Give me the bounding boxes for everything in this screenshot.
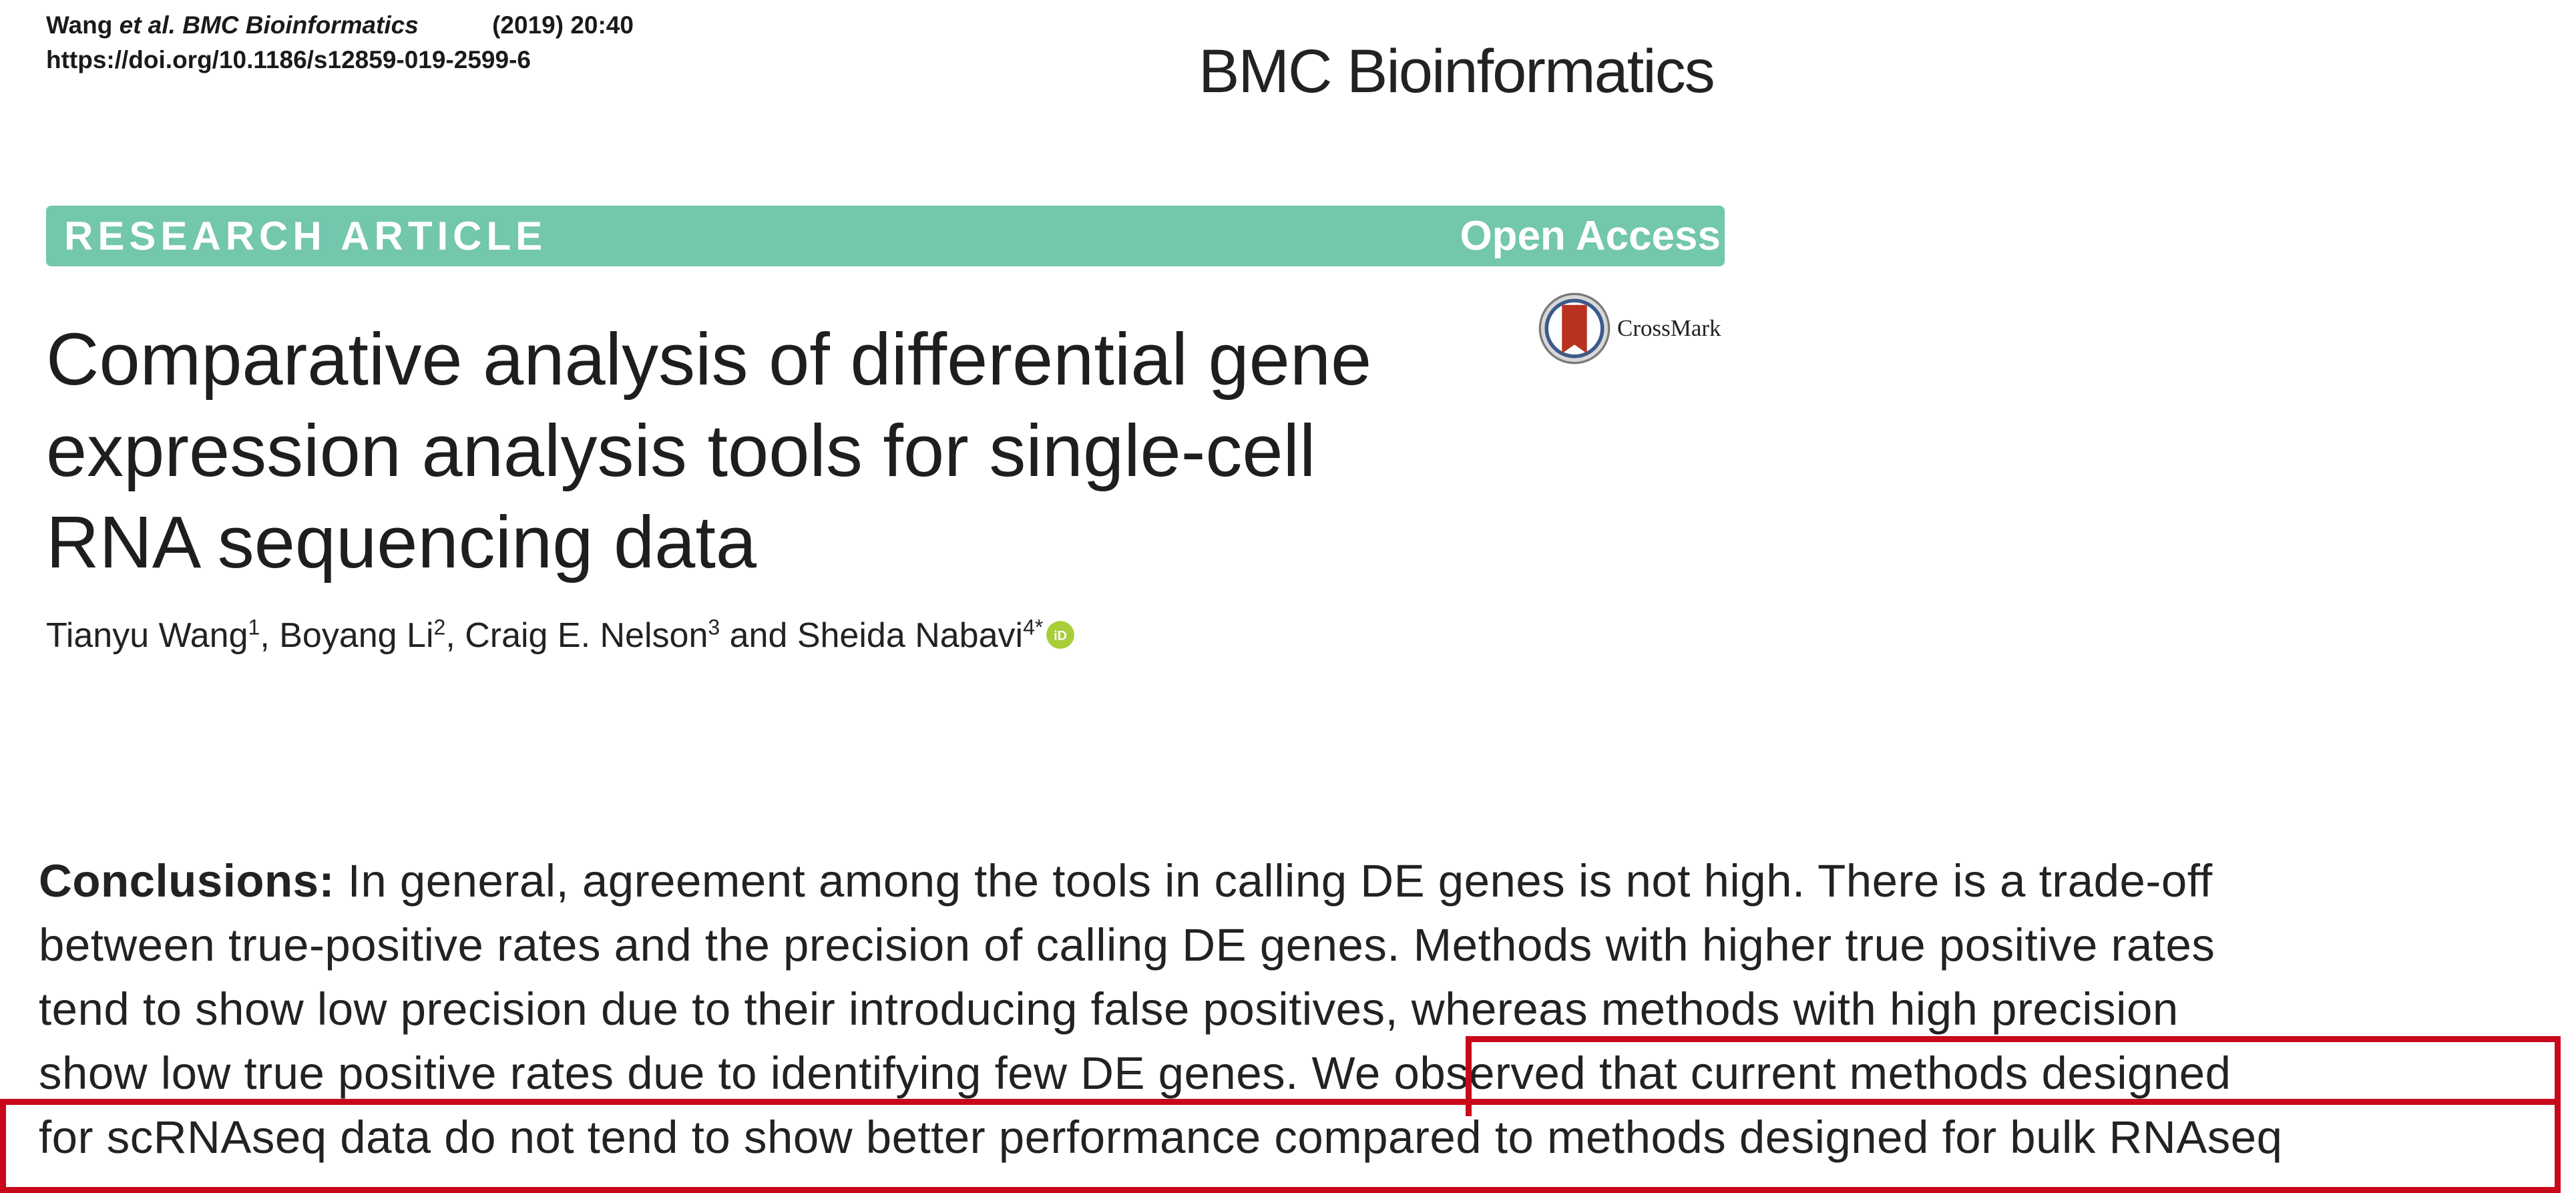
crossmark-icon[interactable] xyxy=(1538,292,1611,365)
open-access-label: Open Access xyxy=(1460,213,1721,259)
article-type-banner xyxy=(46,206,1725,266)
author-affiliation: 4* xyxy=(1023,615,1044,640)
author-name[interactable]: Sheida Nabavi xyxy=(797,616,1024,655)
journal-name: BMC Bioinformatics xyxy=(1199,37,1715,105)
author-name[interactable]: Tianyu Wang xyxy=(46,616,248,655)
author-affiliation: 1 xyxy=(248,615,260,640)
crossmark-label[interactable]: CrossMark xyxy=(1617,315,1721,341)
title-line: Comparative analysis of differential gen… xyxy=(46,318,1372,401)
abstract-line: tend to show low precision due to their … xyxy=(39,983,2179,1035)
highlighted-text-start: We observed that current methods designe… xyxy=(1298,1047,2231,1099)
author-name[interactable]: Craig E. Nelson xyxy=(465,616,708,655)
abstract-line: show low true positive rates due to iden… xyxy=(39,1047,2231,1099)
author-list: Tianyu Wang1, Boyang Li2, Craig E. Nelso… xyxy=(46,612,1075,659)
author-affiliation: 2 xyxy=(433,615,446,640)
citation-journal: et al. BMC Bioinformatics xyxy=(119,11,419,39)
orcid-icon[interactable]: iD xyxy=(1046,620,1075,650)
highlighted-text-line: for scRNAseq data do not tend to show be… xyxy=(39,1112,2283,1163)
abstract-conclusions: Conclusions: In general, agreement among… xyxy=(39,849,2576,1170)
title-line: RNA sequencing data xyxy=(46,501,757,583)
section-heading: Conclusions: xyxy=(39,855,335,907)
citation-author: Wang xyxy=(46,11,113,39)
citation-line: Wang et al. BMC Bioinformatics (2019) 20… xyxy=(46,9,634,41)
highlight-box-upper xyxy=(1466,1036,2561,1116)
article-type-label: RESEARCH ARTICLE xyxy=(64,214,548,258)
abstract-line: Conclusions: In general, agreement among… xyxy=(39,855,2213,907)
title-line: expression analysis tools for single-cel… xyxy=(46,410,1316,492)
abstract-line: between true-positive rates and the prec… xyxy=(39,919,2215,971)
citation-year-volume: (2019) 20:40 xyxy=(492,11,634,39)
svg-text:iD: iD xyxy=(1054,629,1067,644)
highlight-box-lower xyxy=(0,1099,2561,1193)
author-affiliation: 3 xyxy=(708,615,720,640)
doi-link[interactable]: https://doi.org/10.1186/s12859-019-2599-… xyxy=(46,46,531,73)
author-name[interactable]: Boyang Li xyxy=(279,616,434,655)
article-title: Comparative analysis of differential gen… xyxy=(46,314,1515,588)
